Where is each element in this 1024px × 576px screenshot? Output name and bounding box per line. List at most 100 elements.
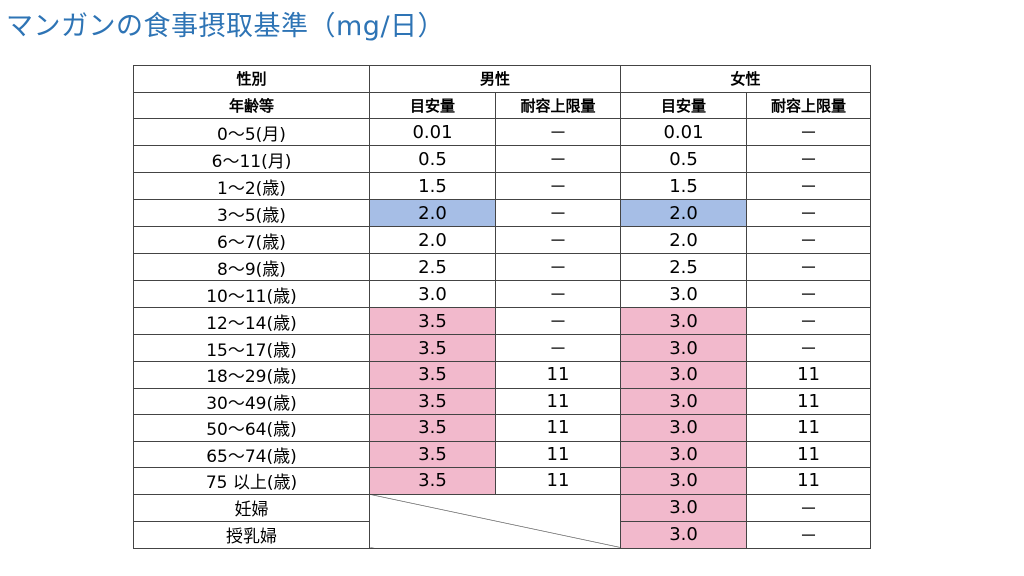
male-ul-cell: 11: [494, 387, 622, 415]
header-sex: 性別: [133, 65, 370, 93]
male-ai-cell: 3.5: [369, 414, 496, 442]
table-row: 18～29(歳) 3.5 11 3.0 11: [133, 361, 872, 389]
female-ai-cell: 3.0: [620, 520, 748, 549]
table-row: 65～74(歳) 3.5 11 3.0 11: [133, 440, 872, 468]
header-row-1: 性別 男性 女性: [133, 65, 872, 93]
page-title: マンガンの食事摂取基準（mg/日）: [6, 11, 446, 42]
male-ai-cell: 3.5: [369, 334, 496, 362]
table-row: 10～11(歳) 3.0 － 3.0 －: [133, 280, 872, 308]
table-row: 6～7(歳) 2.0 － 2.0 －: [133, 226, 872, 254]
table-row: 1～2(歳) 1.5 － 1.5 －: [133, 172, 872, 200]
header-age: 年齢等: [133, 91, 370, 119]
age-cell: 妊婦: [133, 493, 370, 522]
female-ul-cell: －: [746, 520, 872, 549]
male-ai-cell: 0.01: [369, 118, 496, 146]
male-ul-cell: 11: [494, 361, 622, 389]
female-ai-cell: 3.0: [620, 307, 748, 335]
table-row: 3～5(歳) 2.0 － 2.0 －: [133, 199, 872, 227]
table-row: 50～64(歳) 3.5 11 3.0 11: [133, 414, 872, 442]
female-ul-cell: 11: [746, 440, 872, 468]
male-ai-cell: 2.0: [369, 226, 496, 254]
age-cell: 10～11(歳): [133, 280, 370, 308]
age-cell: 授乳婦: [133, 520, 370, 549]
table-row: 8～9(歳) 2.5 － 2.5 －: [133, 253, 872, 281]
male-ul-cell: 11: [494, 440, 622, 468]
header-female-ul: 耐容上限量: [746, 91, 872, 119]
male-ul-cell: －: [494, 334, 622, 362]
table-row: 12～14(歳) 3.5 － 3.0 －: [133, 307, 872, 335]
female-ai-cell: 3.0: [620, 334, 748, 362]
age-cell: 12～14(歳): [133, 307, 370, 335]
age-cell: 15～17(歳): [133, 334, 370, 362]
female-ul-cell: －: [746, 118, 872, 146]
male-ul-cell: －: [494, 253, 622, 281]
header-male-ai: 目安量: [369, 91, 496, 119]
age-cell: 75 以上(歳): [133, 467, 370, 495]
header-female-ai: 目安量: [620, 91, 748, 119]
age-cell: 18～29(歳): [133, 361, 370, 389]
age-cell: 50～64(歳): [133, 414, 370, 442]
male-ai-cell: 3.5: [369, 440, 496, 468]
female-ai-cell: 0.01: [620, 118, 748, 146]
male-ul-cell: －: [494, 172, 622, 200]
age-cell: 8～9(歳): [133, 253, 370, 281]
female-ul-cell: －: [746, 253, 872, 281]
female-ai-cell: 3.0: [620, 280, 748, 308]
female-ul-cell: 11: [746, 387, 872, 415]
female-ai-cell: 3.0: [620, 493, 748, 522]
female-ul-cell: －: [746, 172, 872, 200]
age-cell: 30～49(歳): [133, 387, 370, 415]
age-cell: 65～74(歳): [133, 440, 370, 468]
female-ai-cell: 0.5: [620, 145, 748, 173]
age-cell: 6～7(歳): [133, 226, 370, 254]
male-ai-cell: 3.0: [369, 280, 496, 308]
table-row-lactating: 授乳婦 3.0 －: [133, 520, 872, 549]
female-ai-cell: 2.0: [620, 226, 748, 254]
male-ul-cell: －: [494, 145, 622, 173]
table-row: 30～49(歳) 3.5 11 3.0 11: [133, 387, 872, 415]
female-ul-cell: －: [746, 334, 872, 362]
table-row: 6～11(月) 0.5 － 0.5 －: [133, 145, 872, 173]
table-row-pregnant: 妊婦 3.0 －: [133, 493, 872, 549]
female-ai-cell: 1.5: [620, 172, 748, 200]
header-row-2: 年齢等 目安量 耐容上限量 目安量 耐容上限量: [133, 91, 872, 119]
female-ai-cell: 3.0: [620, 387, 748, 415]
female-ul-cell: 11: [746, 467, 872, 495]
male-ai-cell: 3.5: [369, 361, 496, 389]
table-row: 0～5(月) 0.01 － 0.01 －: [133, 118, 872, 146]
male-ul-cell: －: [494, 226, 622, 254]
age-cell: 3～5(歳): [133, 199, 370, 227]
age-cell: 1～2(歳): [133, 172, 370, 200]
male-ai-cell: 3.5: [369, 387, 496, 415]
female-ai-cell: 3.0: [620, 440, 748, 468]
na-diagonal-cell: [368, 493, 622, 549]
female-ai-cell: 3.0: [620, 361, 748, 389]
female-ul-cell: －: [746, 145, 872, 173]
table-row: 15～17(歳) 3.5 － 3.0 －: [133, 334, 872, 362]
female-ul-cell: 11: [746, 414, 872, 442]
male-ai-cell: 2.5: [369, 253, 496, 281]
age-cell: 0～5(月): [133, 118, 370, 146]
female-ai-cell: 3.0: [620, 467, 748, 495]
female-ai-cell: 3.0: [620, 414, 748, 442]
age-cell: 6～11(月): [133, 145, 370, 173]
female-ai-cell: 2.5: [620, 253, 748, 281]
header-male-ul: 耐容上限量: [494, 91, 622, 119]
male-ai-cell: 3.5: [369, 467, 496, 495]
male-ai-cell: 1.5: [369, 172, 496, 200]
female-ul-cell: 11: [746, 361, 872, 389]
table-row: 75 以上(歳) 3.5 11 3.0 11: [133, 467, 872, 495]
female-ul-cell: －: [746, 493, 872, 522]
male-ul-cell: －: [494, 307, 622, 335]
male-ul-cell: 11: [494, 414, 622, 442]
header-male: 男性: [368, 65, 622, 93]
female-ai-cell: 2.0: [620, 199, 748, 227]
female-ul-cell: －: [746, 226, 872, 254]
male-ul-cell: －: [494, 118, 622, 146]
male-ai-cell: 3.5: [369, 307, 496, 335]
female-ul-cell: －: [746, 307, 872, 335]
male-ul-cell: 11: [494, 467, 622, 495]
header-female: 女性: [620, 65, 872, 93]
manganese-intake-table: 性別 男性 女性 年齢等 目安量 耐容上限量 目安量 耐容上限量 0～5(月) 0…: [133, 65, 872, 549]
female-ul-cell: －: [746, 280, 872, 308]
